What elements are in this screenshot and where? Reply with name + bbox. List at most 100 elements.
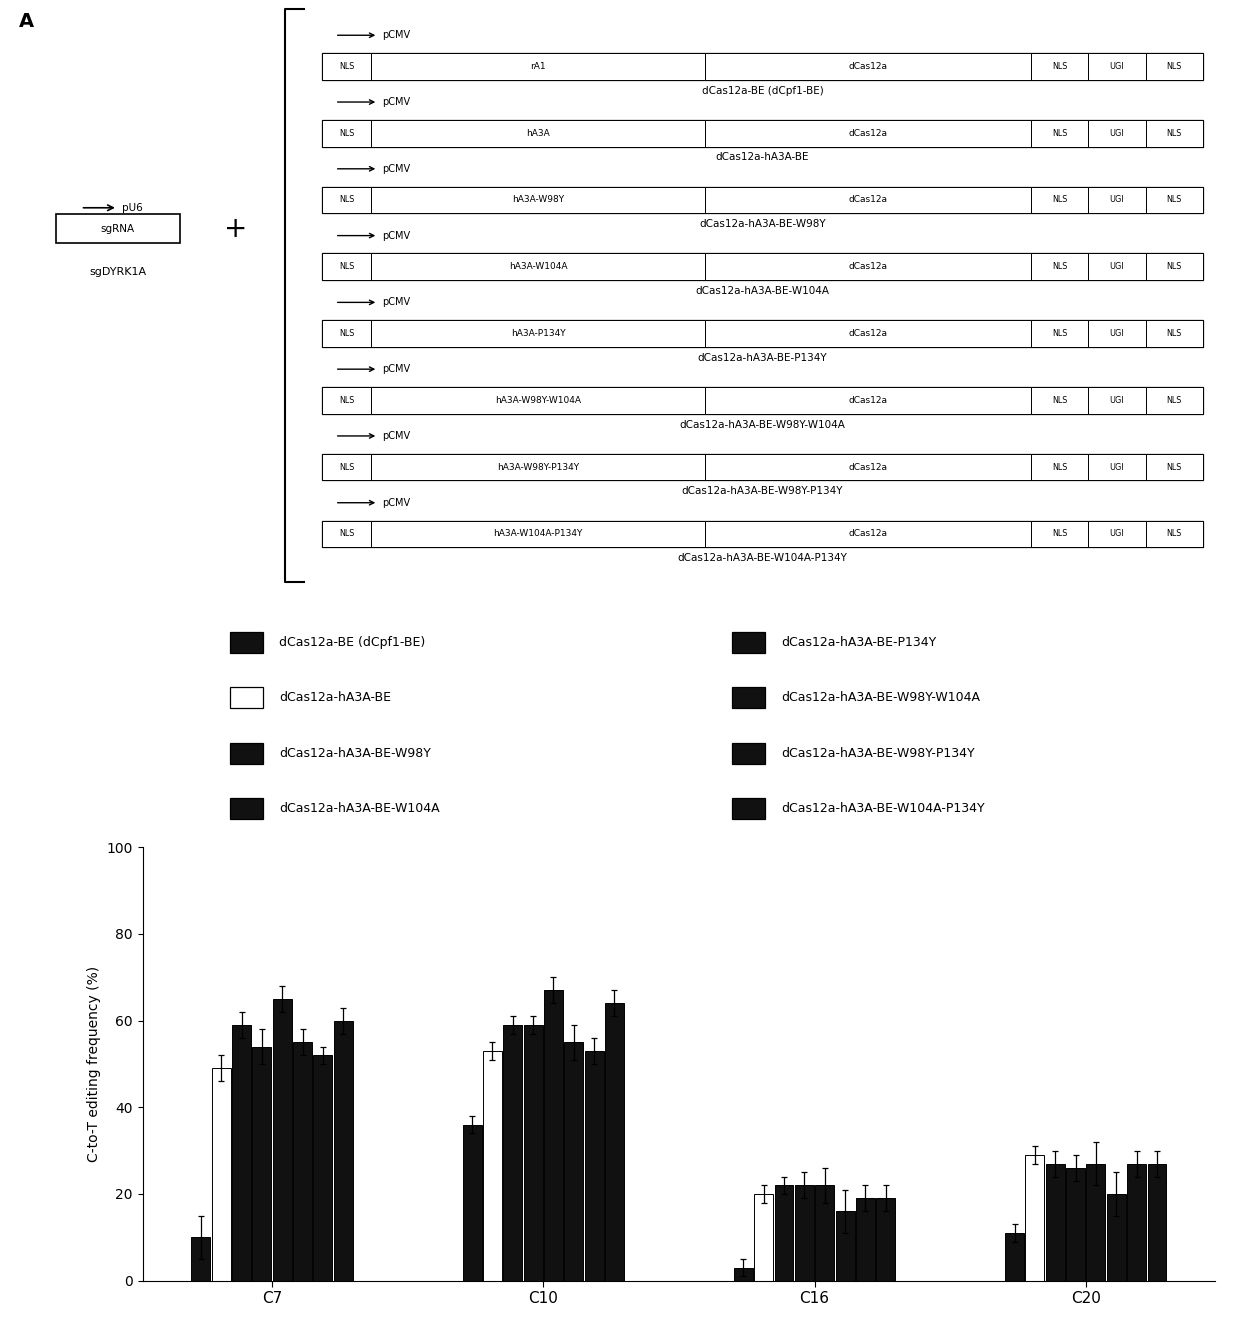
Bar	[1127, 1163, 1146, 1281]
Text: dCas12a-hA3A-BE-W98Y-P134Y: dCas12a-hA3A-BE-W98Y-P134Y	[781, 747, 975, 759]
Bar	[1107, 1194, 1126, 1281]
Text: NLS: NLS	[339, 329, 355, 338]
Bar	[706, 253, 1032, 280]
Bar	[334, 1021, 352, 1281]
Text: NLS: NLS	[1052, 61, 1068, 71]
Text: dCas12a-hA3A-BE-W98Y: dCas12a-hA3A-BE-W98Y	[699, 219, 826, 229]
Bar	[322, 454, 1203, 480]
Text: pCMV: pCMV	[382, 498, 410, 508]
Bar	[1089, 454, 1146, 480]
Bar	[322, 53, 371, 80]
Bar	[1146, 253, 1203, 280]
Bar	[564, 1042, 583, 1281]
Text: NLS: NLS	[1052, 128, 1068, 137]
Text: hA3A-P134Y: hA3A-P134Y	[511, 329, 565, 338]
Text: NLS: NLS	[1052, 196, 1068, 204]
Bar	[754, 1194, 773, 1281]
Text: hA3A-W104A-P134Y: hA3A-W104A-P134Y	[494, 530, 583, 539]
Text: dCas12a: dCas12a	[848, 263, 888, 271]
Bar	[322, 253, 371, 280]
Text: NLS: NLS	[1167, 396, 1182, 404]
Bar	[322, 187, 1203, 213]
Bar	[706, 320, 1032, 347]
Bar	[322, 387, 1203, 414]
Text: A: A	[19, 12, 33, 31]
Bar	[732, 743, 765, 763]
Text: +: +	[224, 215, 247, 243]
Bar	[371, 520, 706, 547]
Bar	[815, 1186, 835, 1281]
Text: dCas12a-hA3A-BE: dCas12a-hA3A-BE	[279, 691, 392, 704]
Text: UGI: UGI	[1110, 396, 1125, 404]
Bar	[371, 253, 706, 280]
Bar	[56, 213, 180, 243]
Text: NLS: NLS	[1167, 463, 1182, 472]
Bar	[1089, 120, 1146, 147]
Text: pCMV: pCMV	[382, 164, 410, 173]
Text: UGI: UGI	[1110, 329, 1125, 338]
Text: dCas12a-hA3A-BE-W104A-P134Y: dCas12a-hA3A-BE-W104A-P134Y	[781, 802, 985, 815]
Text: pCMV: pCMV	[382, 431, 410, 442]
Bar	[293, 1042, 312, 1281]
Text: hA3A: hA3A	[526, 128, 551, 137]
Bar	[322, 454, 371, 480]
Bar	[732, 798, 765, 819]
Bar	[1089, 320, 1146, 347]
Text: dCas12a-hA3A-BE-P134Y: dCas12a-hA3A-BE-P134Y	[781, 636, 936, 648]
Text: hA3A-W98Y-W104A: hA3A-W98Y-W104A	[495, 396, 582, 404]
Bar	[231, 687, 263, 708]
Text: dCas12a-BE (dCpf1-BE): dCas12a-BE (dCpf1-BE)	[702, 85, 823, 96]
Text: dCas12a-hA3A-BE-W104A: dCas12a-hA3A-BE-W104A	[279, 802, 440, 815]
Bar	[371, 187, 706, 213]
Text: UGI: UGI	[1110, 128, 1125, 137]
Bar	[314, 1055, 332, 1281]
Bar	[212, 1069, 231, 1281]
Bar	[191, 1238, 211, 1281]
Text: hA3A-W98Y: hA3A-W98Y	[512, 196, 564, 204]
Bar	[706, 187, 1032, 213]
Bar	[322, 120, 371, 147]
Bar	[1066, 1169, 1085, 1281]
Text: NLS: NLS	[1167, 61, 1182, 71]
Text: NLS: NLS	[339, 61, 355, 71]
Bar	[1146, 120, 1203, 147]
Text: NLS: NLS	[339, 463, 355, 472]
Bar	[371, 53, 706, 80]
Text: hA3A-W98Y-P134Y: hA3A-W98Y-P134Y	[497, 463, 579, 472]
Bar	[523, 1025, 543, 1281]
Bar	[231, 798, 263, 819]
Bar	[1146, 187, 1203, 213]
Text: dCas12a-hA3A-BE-W98Y-W104A: dCas12a-hA3A-BE-W98Y-W104A	[781, 691, 980, 704]
Bar	[322, 120, 1203, 147]
Text: hA3A-W104A: hA3A-W104A	[508, 263, 568, 271]
Bar	[585, 1051, 604, 1281]
Bar	[1032, 253, 1089, 280]
Text: rA1: rA1	[531, 61, 546, 71]
Text: dCas12a-hA3A-BE-W98Y: dCas12a-hA3A-BE-W98Y	[279, 747, 432, 759]
Bar	[732, 687, 765, 708]
Bar	[1089, 187, 1146, 213]
Text: dCas12a: dCas12a	[848, 61, 888, 71]
Text: NLS: NLS	[1052, 530, 1068, 539]
Text: NLS: NLS	[1167, 530, 1182, 539]
Text: dCas12a: dCas12a	[848, 329, 888, 338]
Text: NLS: NLS	[1052, 463, 1068, 472]
Text: NLS: NLS	[339, 263, 355, 271]
Bar	[371, 454, 706, 480]
Bar	[1146, 387, 1203, 414]
Text: NLS: NLS	[339, 530, 355, 539]
Bar	[1089, 253, 1146, 280]
Bar	[1089, 520, 1146, 547]
Bar	[231, 743, 263, 763]
Bar	[1032, 387, 1089, 414]
Text: dCas12a-hA3A-BE-P134Y: dCas12a-hA3A-BE-P134Y	[698, 352, 827, 363]
Bar	[544, 990, 563, 1281]
Text: UGI: UGI	[1110, 196, 1125, 204]
Text: dCas12a: dCas12a	[848, 530, 888, 539]
Bar	[1146, 320, 1203, 347]
Bar	[322, 53, 1203, 80]
Bar	[1006, 1233, 1024, 1281]
Bar	[322, 320, 1203, 347]
Y-axis label: C-to-T editing frequency (%): C-to-T editing frequency (%)	[87, 966, 100, 1162]
Bar	[1089, 387, 1146, 414]
